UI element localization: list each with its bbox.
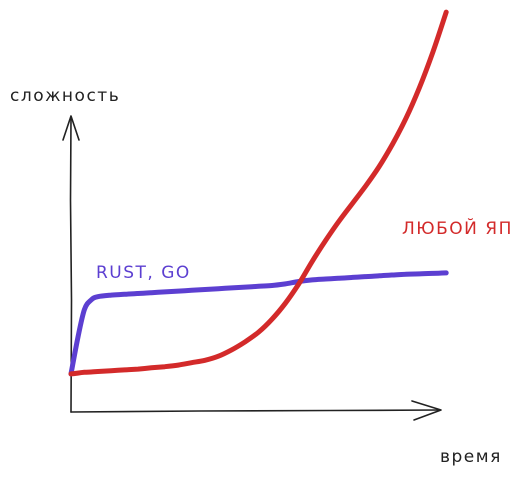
y-axis-line (69, 117, 73, 413)
x-axis-arrowhead (411, 400, 442, 421)
x-axis-label: время (440, 447, 502, 467)
series-layer (68, 9, 449, 377)
x-axis-line (70, 409, 441, 413)
series-label-rust-go: RUST, GO (96, 263, 191, 283)
axes (62, 115, 442, 421)
y-axis-label: сложность (10, 86, 120, 106)
series-label-any-language: ЛЮБОЙ ЯП (402, 217, 513, 239)
series-line-0 (68, 270, 449, 377)
series-line-1 (68, 9, 449, 377)
y-axis-arrowhead (62, 115, 80, 141)
